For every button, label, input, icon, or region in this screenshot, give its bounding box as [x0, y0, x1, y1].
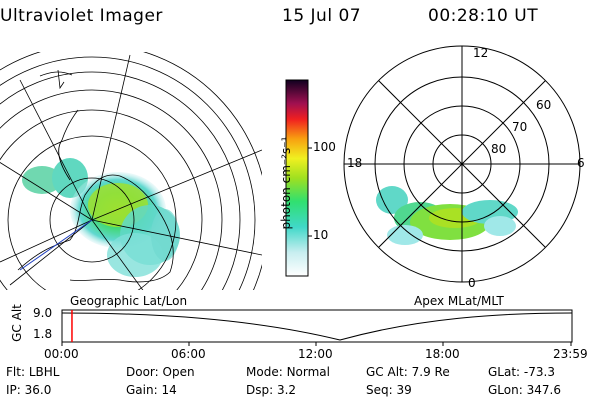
mlat-label-60: 60: [536, 98, 552, 112]
info-door: Door: Open: [126, 365, 195, 379]
timeline-xtick-0600: 06:00: [171, 347, 206, 361]
info-mode: Mode: Normal: [246, 365, 330, 379]
altitude-timeline: [61, 309, 573, 346]
colorbar-tick-100: 100: [313, 140, 336, 154]
geographic-map: [0, 52, 262, 290]
colorbar-unit-label: photon cm⁻²s⁻¹: [279, 136, 293, 230]
latitude-circles: [0, 52, 262, 290]
timeline-ytick-9: 9.0: [33, 306, 53, 320]
info-gc-alt: GC Alt: 7.9 Re: [366, 365, 450, 379]
aurora-emission-geographic: [22, 158, 180, 277]
info-glon: GLon: 347.6: [488, 383, 561, 397]
timeline-xtick-2359: 23:59: [553, 347, 588, 361]
mlt-label-6: 6: [577, 156, 585, 170]
mlat-label-80: 80: [491, 142, 507, 156]
info-dsp: Dsp: 3.2: [246, 383, 297, 397]
info-ip: IP: 36.0: [6, 383, 52, 397]
timeline-xtick-0000: 00:00: [44, 347, 79, 361]
mlt-label-0: 0: [468, 276, 476, 290]
info-seq: Seq: 39: [366, 383, 412, 397]
app-title: Ultraviolet Imager: [0, 6, 163, 26]
mlt-label-12: 12: [473, 46, 489, 60]
apex-caption: Apex MLat/MLT: [414, 294, 504, 308]
geographic-caption: Geographic Lat/Lon: [70, 294, 188, 308]
timeline-xtick-1200: 12:00: [298, 347, 333, 361]
timeline-axis-label: GC Alt: [9, 304, 24, 342]
polar-mlat-mlt-plot: [343, 45, 581, 283]
timeline-ytick-1: 1.8: [33, 327, 53, 341]
image-time: 00:28:10 UT: [428, 6, 539, 26]
info-glat: GLat: -73.3: [488, 365, 555, 379]
mlat-label-70: 70: [512, 120, 528, 134]
info-gain: Gain: 14: [126, 383, 177, 397]
meridian-lines: [0, 54, 262, 290]
colorbar: [285, 79, 309, 277]
colorbar-tick-10: 10: [313, 228, 329, 242]
aurora-emission-polar: [376, 186, 518, 245]
image-date: 15 Jul 07: [282, 6, 362, 26]
mlt-label-18: 18: [347, 156, 363, 170]
timeline-xtick-1800: 18:00: [425, 347, 460, 361]
info-filter: Flt: LBHL: [6, 365, 60, 379]
